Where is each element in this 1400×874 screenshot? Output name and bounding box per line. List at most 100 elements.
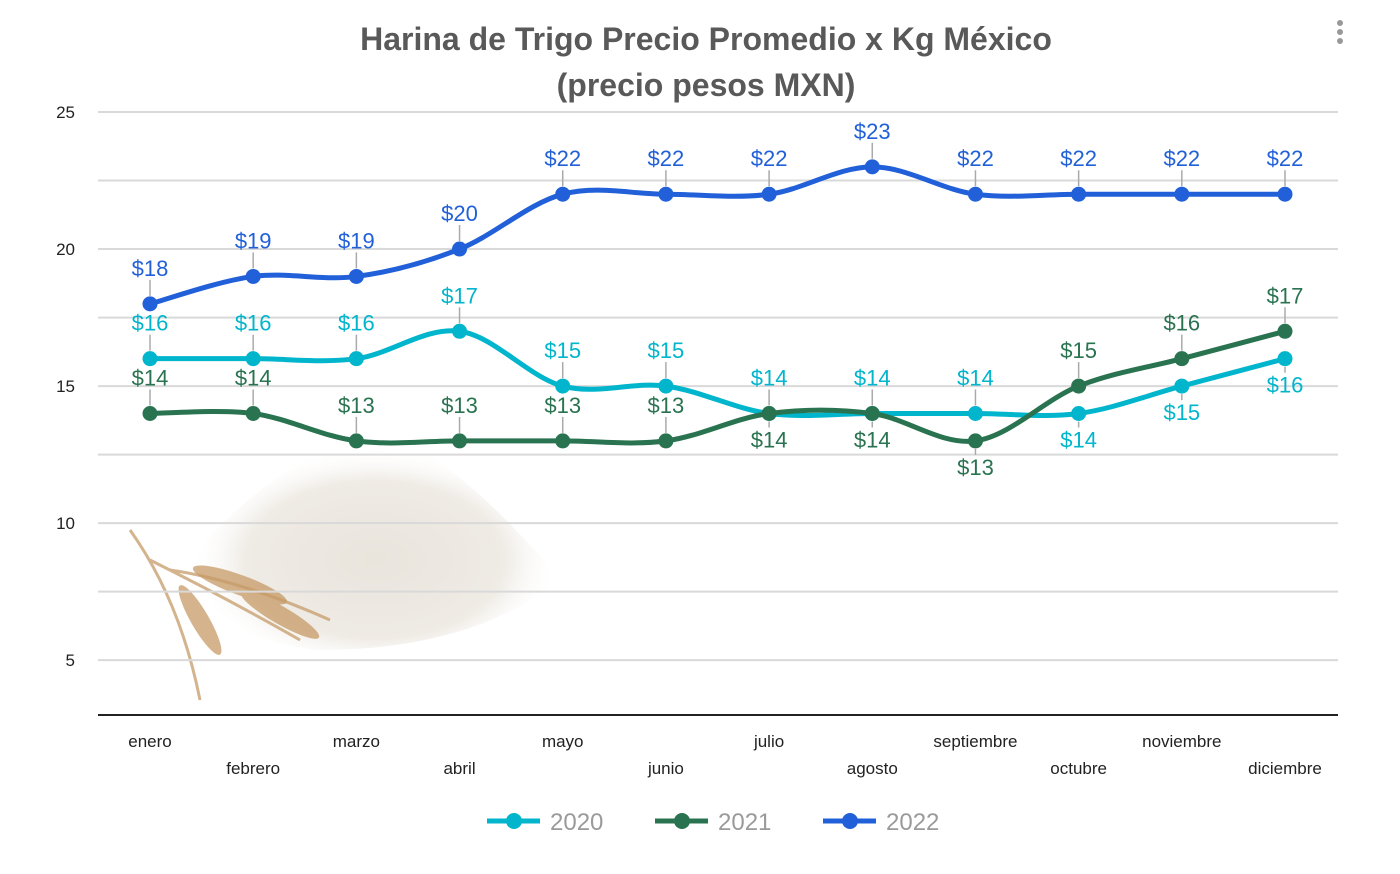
data-label: $13 [338, 393, 375, 418]
data-label: $13 [957, 455, 994, 480]
data-point [1277, 323, 1293, 339]
data-point [967, 186, 983, 202]
data-label: $20 [441, 201, 478, 226]
data-label: $17 [1267, 283, 1304, 308]
chart-title: Harina de Trigo Precio Promedio x Kg Méx… [0, 16, 1400, 108]
data-label: $14 [235, 366, 272, 391]
data-point [245, 351, 261, 367]
data-label: $19 [235, 228, 272, 253]
legend-item-2022: 2022 [823, 809, 939, 836]
data-point [658, 378, 674, 394]
data-label: $23 [854, 119, 891, 144]
data-label: $16 [132, 311, 169, 336]
y-tick-label: 20 [56, 240, 75, 259]
data-label: $22 [1267, 146, 1304, 171]
data-label: $14 [751, 428, 788, 453]
data-point [761, 186, 777, 202]
data-label: $16 [1267, 373, 1304, 398]
legend-item-2021: 2021 [655, 809, 771, 836]
x-tick-label: octubre [1050, 759, 1107, 778]
data-point [1071, 406, 1087, 421]
legend-marker [674, 813, 690, 829]
data-point [348, 433, 364, 449]
legend-label: 2020 [550, 809, 603, 836]
data-point [245, 406, 261, 421]
data-label: $14 [957, 366, 994, 391]
data-label: $22 [1163, 146, 1200, 171]
legend-marker [506, 813, 522, 829]
legend-item-2020: 2020 [487, 809, 603, 836]
data-point [761, 406, 777, 421]
data-label: $22 [957, 146, 994, 171]
x-tick-label: agosto [847, 759, 898, 778]
data-point [555, 378, 571, 394]
data-label: $13 [441, 393, 478, 418]
data-point [555, 433, 571, 449]
data-point [864, 159, 880, 175]
series-2020 [142, 323, 1293, 421]
legend-label: 2022 [886, 809, 939, 836]
data-label: $17 [441, 283, 478, 308]
x-tick-label: diciembre [1248, 759, 1322, 778]
data-label: $19 [338, 228, 375, 253]
data-label: $14 [751, 366, 788, 391]
x-tick-label: noviembre [1142, 732, 1221, 751]
data-point [658, 186, 674, 202]
y-tick-label: 25 [56, 103, 75, 122]
data-point [1174, 378, 1190, 394]
data-label: $16 [338, 311, 375, 336]
data-point [142, 406, 158, 421]
data-point [452, 433, 468, 449]
x-tick-label: marzo [333, 732, 380, 751]
series-2021 [142, 323, 1293, 449]
data-label: $14 [854, 366, 891, 391]
legend-label: 2021 [718, 809, 771, 836]
x-tick-label: enero [128, 732, 171, 751]
chart-title-line-1: Harina de Trigo Precio Promedio x Kg Méx… [360, 21, 1052, 57]
data-point [245, 268, 261, 284]
x-tick-label: febrero [226, 759, 280, 778]
legend-marker [842, 813, 858, 829]
series-line-2021 [149, 328, 1286, 446]
x-tick-label: abril [443, 759, 475, 778]
data-point [142, 351, 158, 367]
data-label: $14 [854, 428, 891, 453]
data-point [1277, 186, 1293, 202]
data-point [967, 406, 983, 421]
data-label: $22 [751, 146, 788, 171]
series-2022 [142, 159, 1293, 312]
y-tick-label: 5 [66, 651, 75, 670]
data-point [348, 268, 364, 284]
series-line-2020 [149, 328, 1286, 419]
data-point [142, 296, 158, 312]
data-point [864, 406, 880, 421]
data-label: $13 [648, 393, 685, 418]
vertical-ellipsis-icon[interactable] [1333, 18, 1347, 50]
data-point [1277, 351, 1293, 367]
data-point [1174, 186, 1190, 202]
data-label: $14 [1060, 428, 1097, 453]
data-label: $13 [544, 393, 581, 418]
data-label: $14 [132, 366, 169, 391]
data-label: $22 [648, 146, 685, 171]
data-label: $15 [648, 338, 685, 363]
data-point [348, 351, 364, 367]
data-label: $18 [132, 256, 169, 281]
x-tick-label: junio [647, 759, 684, 778]
y-tick-label: 10 [56, 514, 75, 533]
x-tick-label: mayo [542, 732, 584, 751]
series-line-2022 [149, 164, 1285, 307]
data-label: $15 [1060, 338, 1097, 363]
data-label: $16 [1163, 311, 1200, 336]
data-label: $16 [235, 311, 272, 336]
wheat-flour-image [128, 425, 560, 701]
y-tick-label: 15 [56, 377, 75, 396]
data-label: $15 [544, 338, 581, 363]
data-label: $15 [1163, 400, 1200, 425]
data-label: $22 [1060, 146, 1097, 171]
chart-title-line-2: (precio pesos MXN) [556, 67, 856, 103]
data-point [967, 433, 983, 449]
data-point [1071, 378, 1087, 394]
data-point [555, 186, 571, 202]
